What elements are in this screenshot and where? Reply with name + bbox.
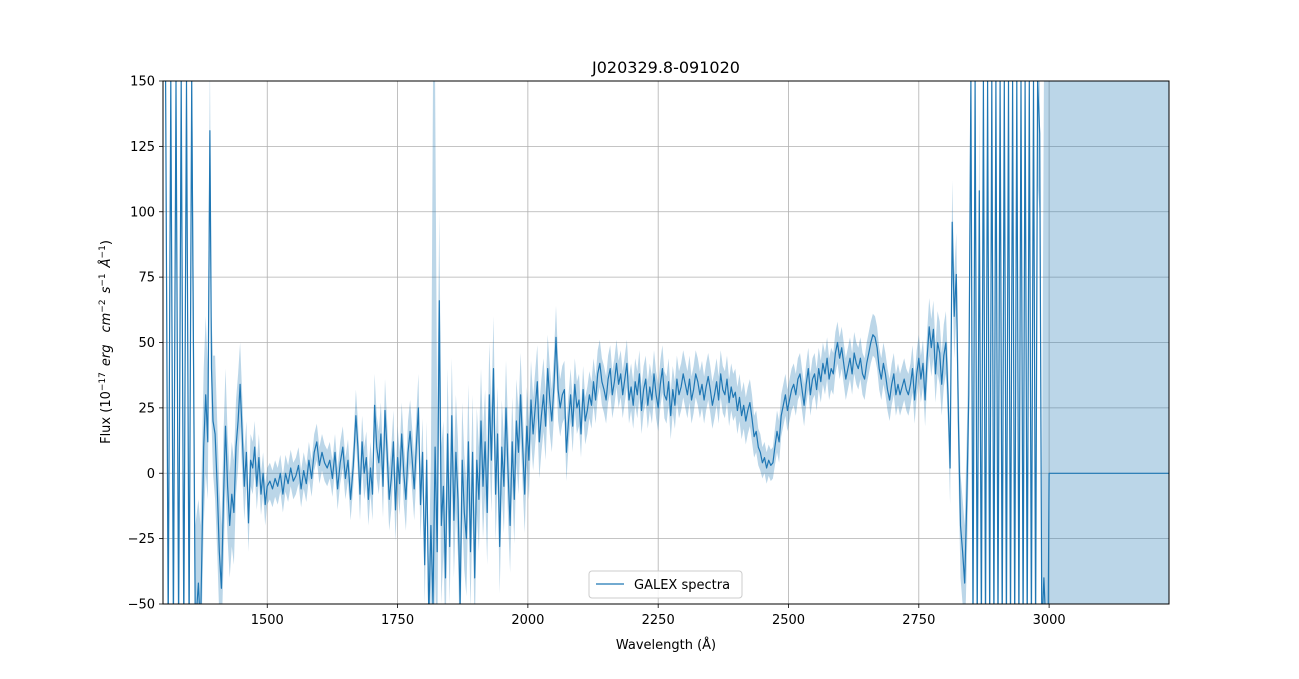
y-axis-ticks: −50 −25 0 25 50 75 100 125 150 — [128, 75, 163, 613]
x-axis-ticks: 1500 1750 2000 2250 2500 2750 3000 — [251, 604, 1066, 628]
x-tick-label: 2000 — [511, 613, 544, 628]
y-tick-label: −50 — [128, 598, 155, 613]
x-axis-label: Wavelength (Å) — [616, 637, 716, 653]
y-tick-label: 50 — [138, 336, 155, 351]
x-tick-label: 2250 — [642, 613, 675, 628]
x-tick-label: 1750 — [381, 613, 414, 628]
legend-box — [588, 570, 743, 599]
y-tick-label: 0 — [147, 467, 155, 482]
error-band — [165, 81, 1169, 604]
error-band-layer — [165, 81, 1169, 604]
y-axis-label: Flux (10−17ergcm−2s−1Å−1) — [98, 240, 114, 444]
legend: GALEX spectra — [588, 570, 743, 599]
series-line-layer — [165, 81, 1169, 604]
x-tick-label: 2750 — [902, 613, 935, 628]
legend-label: GALEX spectra — [634, 578, 730, 593]
flux-line — [165, 81, 1169, 604]
y-tick-label: −25 — [128, 532, 155, 547]
y-tick-label: 75 — [138, 271, 155, 286]
y-tick-label: 125 — [130, 140, 155, 155]
x-tick-label: 1500 — [251, 613, 284, 628]
x-tick-label: 3000 — [1033, 613, 1066, 628]
y-tick-label: 150 — [130, 75, 155, 90]
y-tick-label: 25 — [138, 401, 155, 416]
y-tick-label: 100 — [130, 205, 155, 220]
x-tick-label: 2500 — [772, 613, 805, 628]
chart-title: J020329.8-091020 — [591, 58, 740, 77]
